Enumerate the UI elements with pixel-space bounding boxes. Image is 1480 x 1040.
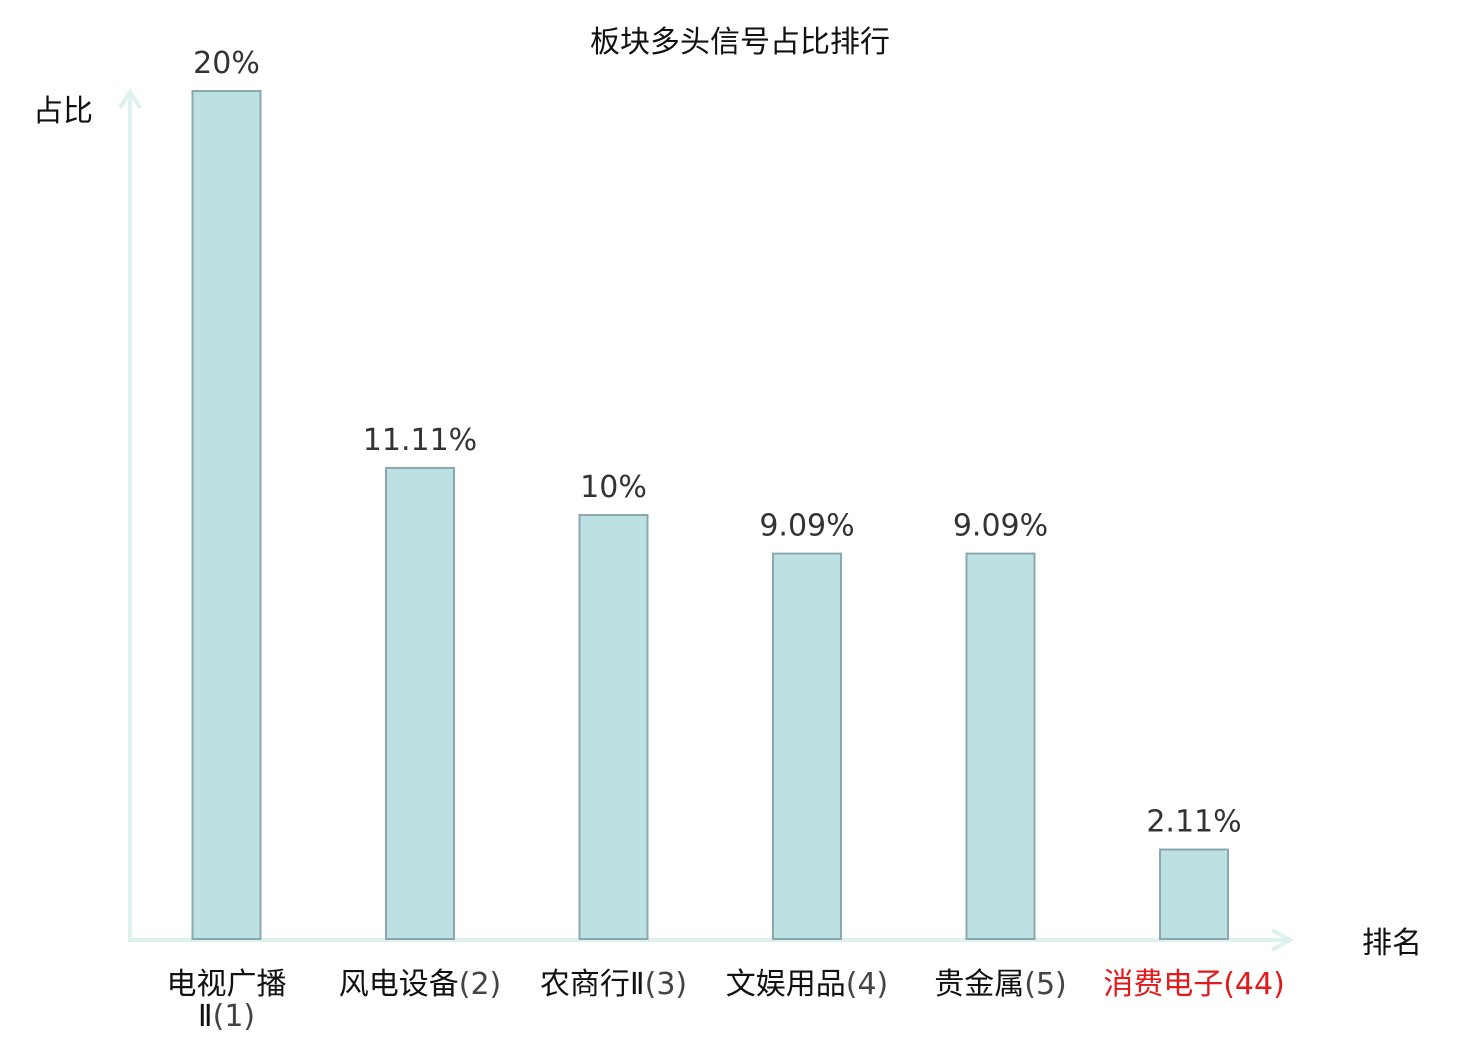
value-label-1: 20% <box>193 46 260 81</box>
bar-6 <box>1159 848 1229 941</box>
x-axis-arrow-icon <box>1271 928 1295 952</box>
x-tick-label-4: 文娱用品(4) <box>726 967 889 1002</box>
x-tick-label-2: 风电设备(2) <box>339 967 502 1002</box>
category-rank: (5) <box>1024 967 1067 1002</box>
bar-5 <box>965 552 1036 940</box>
chart-title: 板块多头信号占比排行 <box>590 25 890 60</box>
category-rank: (44) <box>1223 967 1285 1002</box>
bar-1 <box>191 90 262 940</box>
category-name-line-1: 电视广播 <box>167 967 287 1002</box>
category-name: 文娱用品 <box>726 967 846 1002</box>
x-axis <box>128 928 1295 952</box>
category-name-tail: Ⅱ <box>198 999 213 1034</box>
category-rank: (2) <box>459 967 502 1002</box>
category-label: 文娱用品(4) <box>726 967 889 1002</box>
category-name: 风电设备 <box>339 967 459 1002</box>
category-label: 消费电子(44) <box>1103 967 1285 1002</box>
category-label: 贵金属(5) <box>934 967 1067 1002</box>
x-tick-label-5: 贵金属(5) <box>934 967 1067 1002</box>
category-name: 贵金属 <box>934 967 1024 1002</box>
value-label-3: 10% <box>580 470 647 505</box>
category-name: 农商行Ⅱ <box>540 967 645 1002</box>
category-rank: (1) <box>213 999 256 1034</box>
y-axis-label: 占比 <box>33 94 93 129</box>
category-label: 风电设备(2) <box>339 967 502 1002</box>
value-label-6: 2.11% <box>1146 805 1241 840</box>
bars-group <box>191 90 1229 941</box>
x-tick-label-3: 农商行Ⅱ(3) <box>540 967 687 1002</box>
x-axis-label: 排名 <box>1362 926 1422 961</box>
value-label-5: 9.09% <box>953 509 1048 544</box>
value-labels-group: 20% 11.11% 10% 9.09% 9.09% 2.11% <box>193 46 1242 840</box>
category-name: 消费电子 <box>1103 967 1223 1002</box>
category-label: 农商行Ⅱ(3) <box>540 967 687 1002</box>
category-name-line-2: Ⅱ(1) <box>198 999 255 1034</box>
category-rank: (4) <box>846 967 889 1002</box>
bar-4 <box>772 552 842 940</box>
x-tick-label-6: 消费电子(44) <box>1103 967 1285 1002</box>
bar-2 <box>385 466 455 940</box>
value-label-4: 9.09% <box>759 509 854 544</box>
category-rank: (3) <box>645 967 688 1002</box>
value-label-2: 11.11% <box>363 423 477 458</box>
y-axis <box>118 88 142 941</box>
bar-3 <box>578 514 649 940</box>
y-axis-arrow-icon <box>118 88 142 110</box>
